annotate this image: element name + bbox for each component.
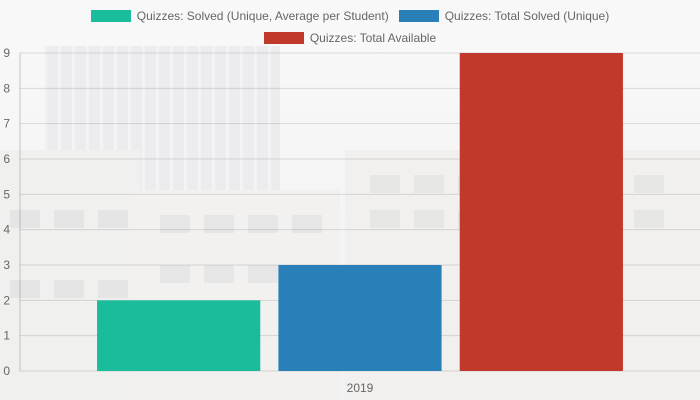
y-tick-label: 5 <box>3 187 10 201</box>
y-tick-label: 6 <box>3 152 10 166</box>
y-tick-label: 3 <box>3 258 10 272</box>
y-tick-label: 1 <box>3 329 10 343</box>
legend-swatch <box>398 10 439 22</box>
legend-label: Quizzes: Total Solved (Unique) <box>444 9 610 23</box>
legend-item-solved-average[interactable]: Quizzes: Solved (Unique, Average per Stu… <box>90 9 389 23</box>
x-tick-label: 2019 <box>347 381 374 395</box>
legend-swatch <box>263 32 304 44</box>
legend-item-total-solved[interactable]: Quizzes: Total Solved (Unique) <box>398 9 610 23</box>
legend-label: Quizzes: Solved (Unique, Average per Stu… <box>136 9 389 23</box>
background-window-row <box>10 210 130 228</box>
y-tick-label: 0 <box>3 364 10 378</box>
legend-row: Quizzes: Solved (Unique, Average per Stu… <box>0 9 700 23</box>
y-tick-label: 8 <box>3 81 10 95</box>
legend-row: Quizzes: Total Available <box>0 31 700 45</box>
y-tick-label: 4 <box>3 223 10 237</box>
y-tick-label: 2 <box>3 293 10 307</box>
x-axis-ticks: 2019 <box>347 381 374 395</box>
legend-item-total-available[interactable]: Quizzes: Total Available <box>263 31 437 45</box>
y-tick-label: 9 <box>3 46 10 60</box>
bar-1[interactable] <box>278 265 442 371</box>
bars <box>97 53 623 371</box>
legend-swatch <box>90 10 131 22</box>
bar-2[interactable] <box>459 53 623 371</box>
y-tick-label: 7 <box>3 117 10 131</box>
background-window-row <box>10 280 130 298</box>
y-axis-ticks: 0 1 2 3 4 5 6 7 8 9 <box>3 46 10 378</box>
legend-label: Quizzes: Total Available <box>309 31 437 45</box>
bar-0[interactable] <box>97 300 261 371</box>
background-window-row <box>160 215 330 233</box>
